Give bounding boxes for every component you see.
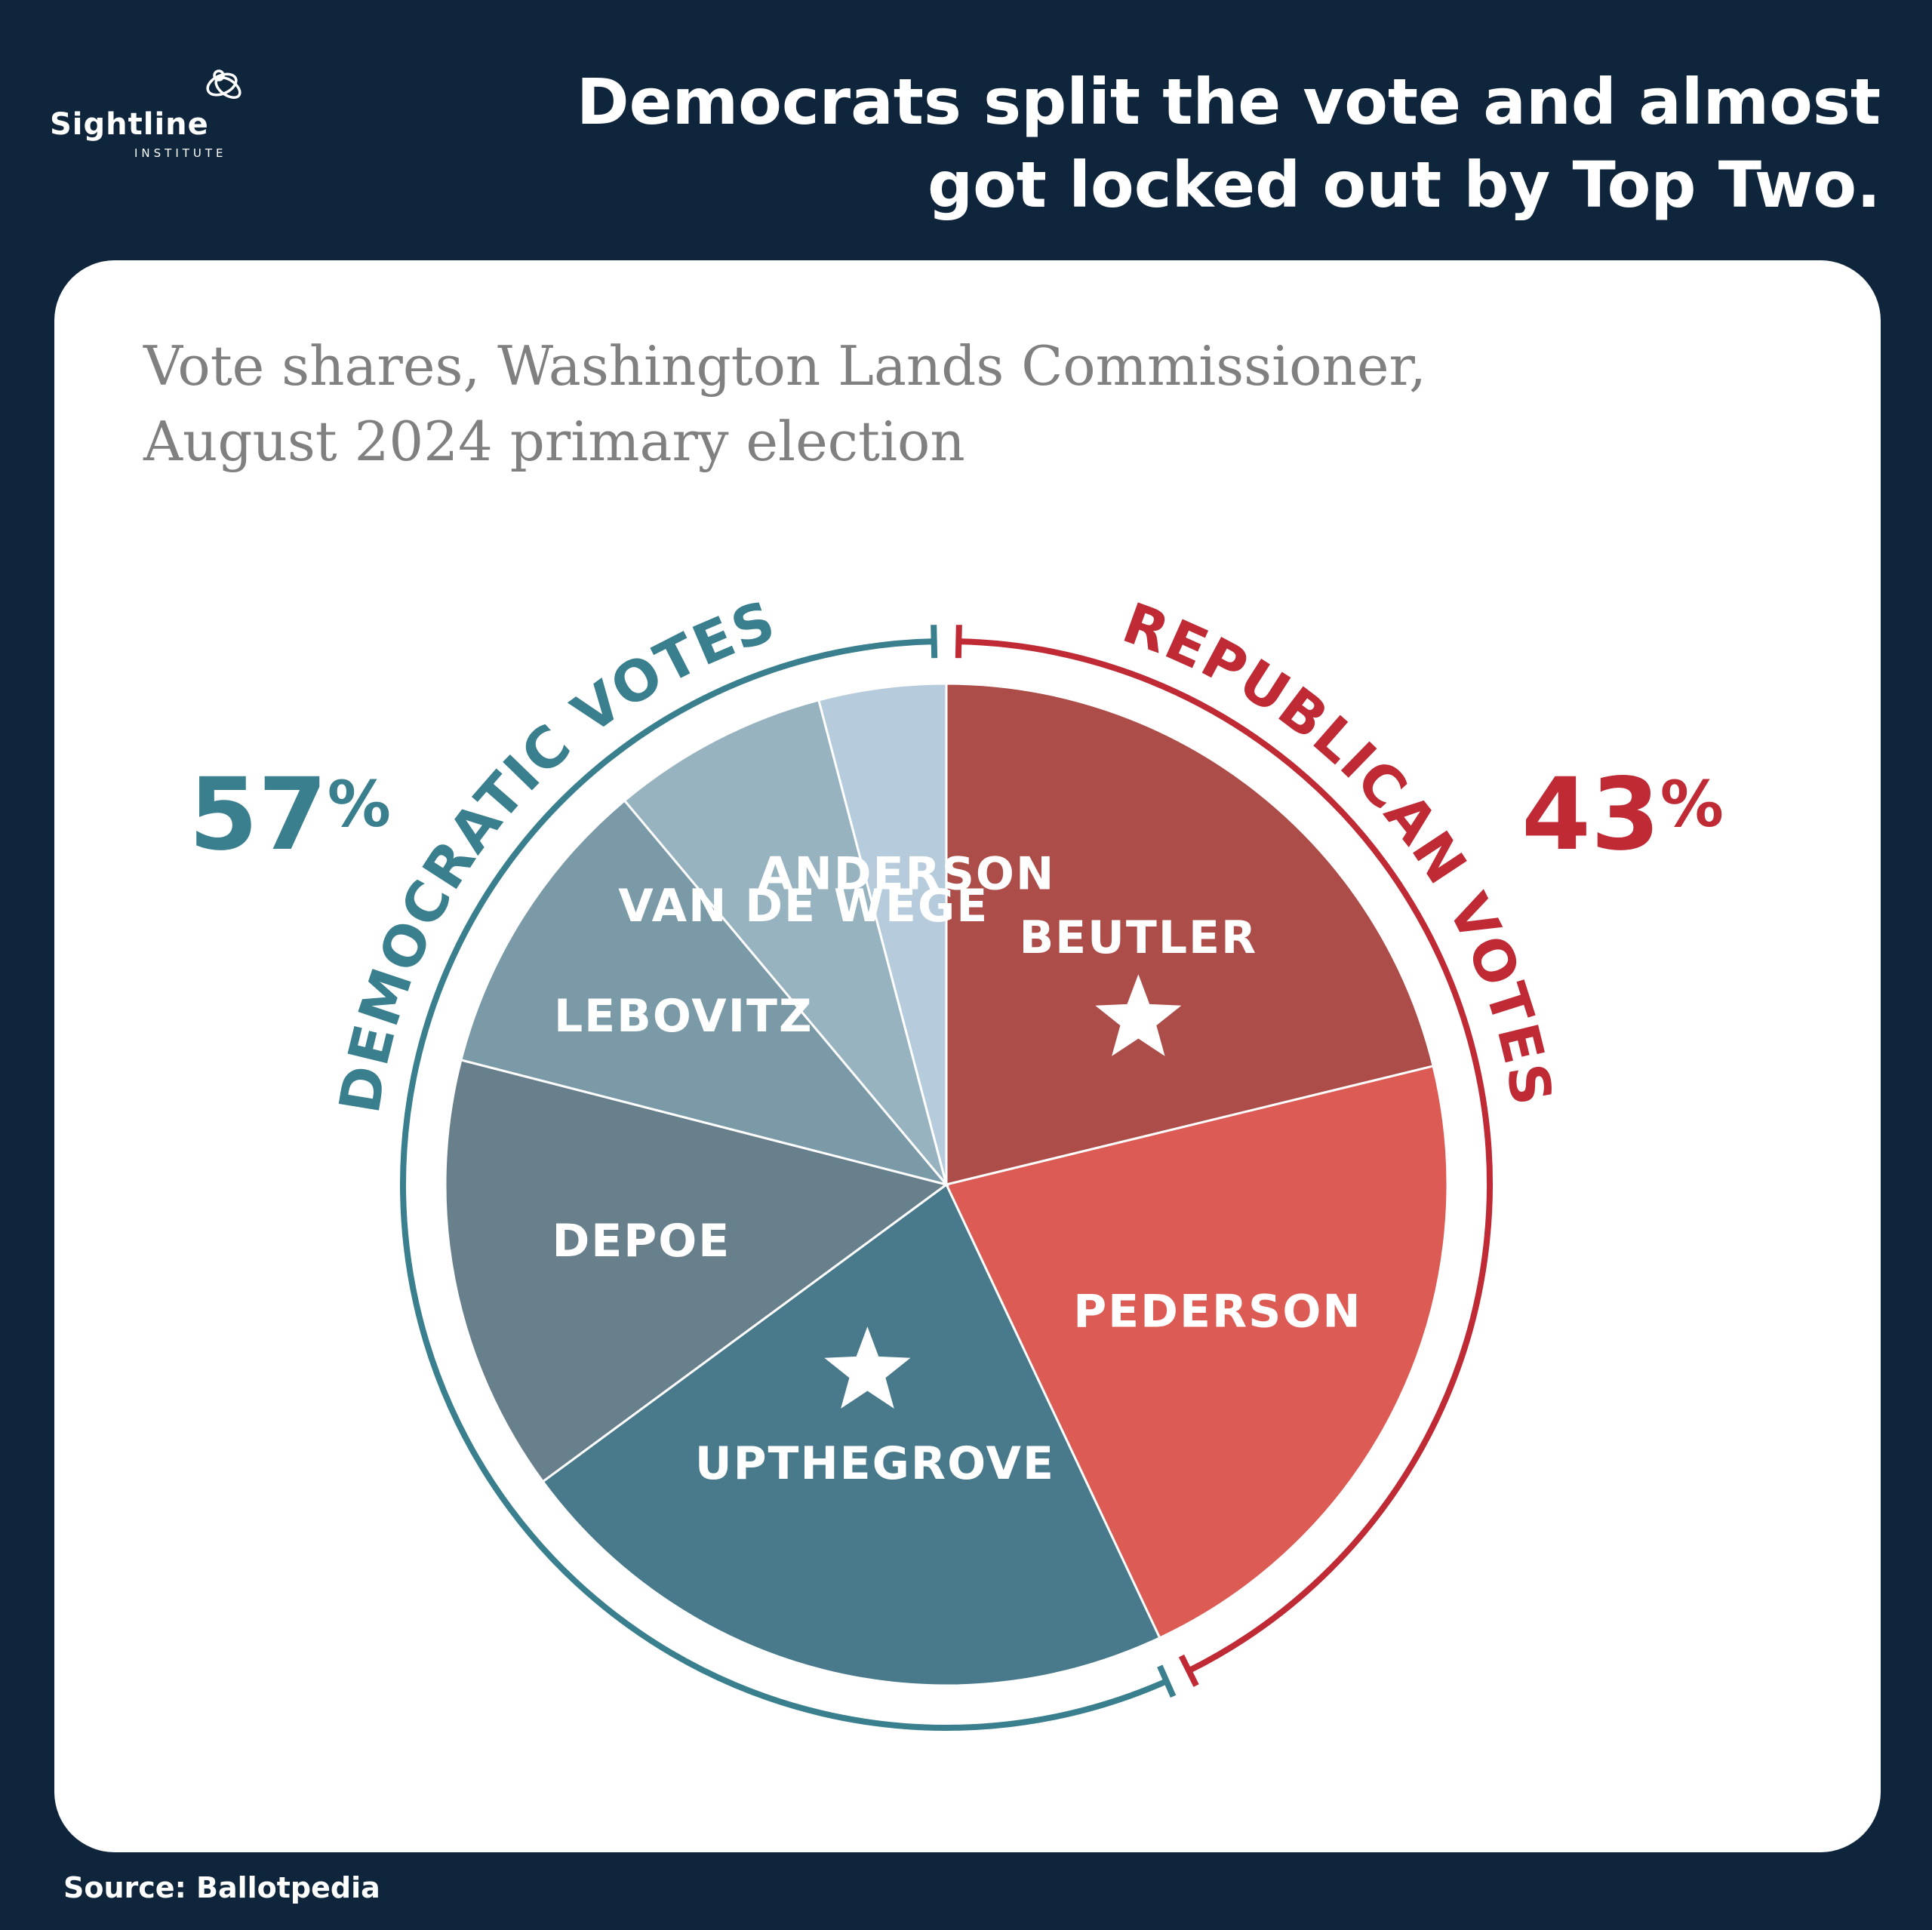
logo-name: Sightline	[50, 107, 209, 142]
headline-line-2: got locked out by Top Two.	[927, 148, 1881, 222]
bracket-republican-votes	[958, 638, 1493, 1673]
slice-beutler	[945, 682, 1435, 1186]
democratic-share-label: 57%	[189, 757, 391, 873]
advanced-star-icon	[1095, 974, 1182, 1056]
label-pederson: PEDERSON	[1073, 1285, 1361, 1338]
label-depoe: DEPOE	[552, 1215, 731, 1268]
chart-subtitle: Vote shares, Washington Lands Commission…	[143, 328, 1502, 479]
pie-slices	[444, 682, 1449, 1687]
bracket-democratic-votes	[399, 638, 1168, 1731]
slice-depoe	[444, 1059, 949, 1483]
label-beutler: BEUTLER	[1019, 911, 1257, 964]
slice-lebovitz	[460, 798, 950, 1187]
sightline-logo-icon	[206, 69, 242, 99]
slice-anderson	[817, 682, 948, 1185]
advanced-star-icon	[824, 1326, 911, 1409]
source-note: Source: Ballotpedia	[63, 1871, 380, 1904]
sightline-logo: Sightline INSTITUTE	[50, 62, 254, 167]
bracket-end-tick	[1157, 1664, 1177, 1698]
slice-labels: BEUTLER PEDERSON UPTHEGROVE DEPOE LEBOVITZ VA…	[552, 847, 1361, 1490]
logo-subtitle: INSTITUTE	[134, 146, 227, 160]
slice-pederson	[944, 1065, 1449, 1640]
slice-upthegrove	[541, 1182, 1161, 1687]
slice-van-de-wege	[623, 699, 948, 1185]
subtitle-line-2: August 2024 primary election	[143, 410, 965, 473]
label-lebovitz: LEBOVITZ	[554, 990, 814, 1043]
label-van-de-wege: VAN DE WEGE	[618, 880, 989, 933]
bracket-end-tick	[1178, 1654, 1199, 1687]
subtitle-line-1: Vote shares, Washington Lands Commission…	[143, 334, 1426, 398]
headline: Democrats split the vote and almost got …	[447, 60, 1881, 226]
label-upthegrove: UPTHEGROVE	[695, 1437, 1055, 1490]
bracket-end-tick	[955, 625, 962, 659]
headline-line-1: Democrats split the vote and almost	[576, 65, 1881, 139]
republican-share-label: 43%	[1521, 757, 1724, 873]
label-anderson: ANDERSON	[758, 847, 1055, 900]
